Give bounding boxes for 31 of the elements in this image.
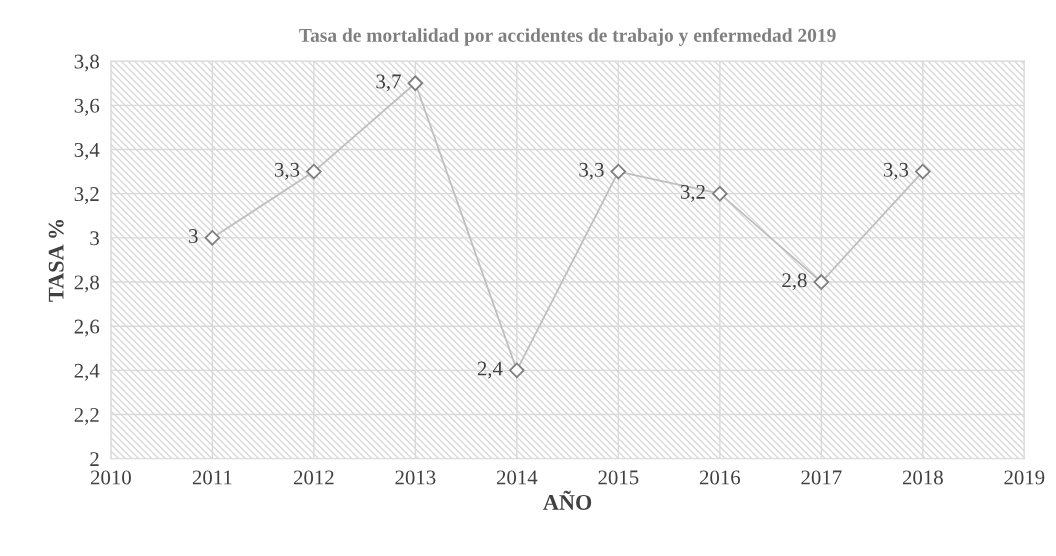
y-tick-label: 3,2 xyxy=(74,187,99,205)
data-label: 2,8 xyxy=(782,273,807,291)
x-tick-label: 2010 xyxy=(90,470,131,485)
x-tick-label: 2015 xyxy=(598,470,639,485)
x-tick-label: 2012 xyxy=(293,470,334,485)
y-tick-label: 2,8 xyxy=(74,275,99,293)
x-tick-label: 2019 xyxy=(1004,470,1045,485)
x-axis-title: AÑO xyxy=(543,490,592,510)
y-axis-title: TASA % xyxy=(48,219,64,302)
data-label: 3,3 xyxy=(274,162,300,180)
y-tick-label: 2,4 xyxy=(74,363,100,381)
data-label: 3,7 xyxy=(376,74,401,92)
y-tick-label: 3,4 xyxy=(74,142,100,160)
y-tick-label: 3,6 xyxy=(74,98,100,116)
y-tick-label: 3 xyxy=(90,231,99,246)
y-tick-label: 2,6 xyxy=(74,319,100,337)
x-tick-label: 2014 xyxy=(496,470,538,485)
chart-title: Tasa de mortalidad por accidentes de trabajo y enfermedad 2019 xyxy=(299,28,836,46)
data-label: 2,4 xyxy=(477,361,503,379)
x-tick-label: 2013 xyxy=(395,470,436,485)
y-tick-label: 3,8 xyxy=(74,54,99,72)
data-label: 3,2 xyxy=(680,184,705,202)
data-label: 3,3 xyxy=(579,162,604,180)
data-label: 3,3 xyxy=(883,162,909,180)
x-tick-label: 2017 xyxy=(801,470,842,485)
data-label: 3 xyxy=(189,229,198,244)
y-tick-label: 2 xyxy=(90,452,99,466)
y-tick-label: 2,2 xyxy=(74,407,99,425)
x-tick-label: 2018 xyxy=(902,470,943,485)
x-tick-label: 2016 xyxy=(699,470,741,485)
x-tick-label: 2011 xyxy=(192,470,232,485)
